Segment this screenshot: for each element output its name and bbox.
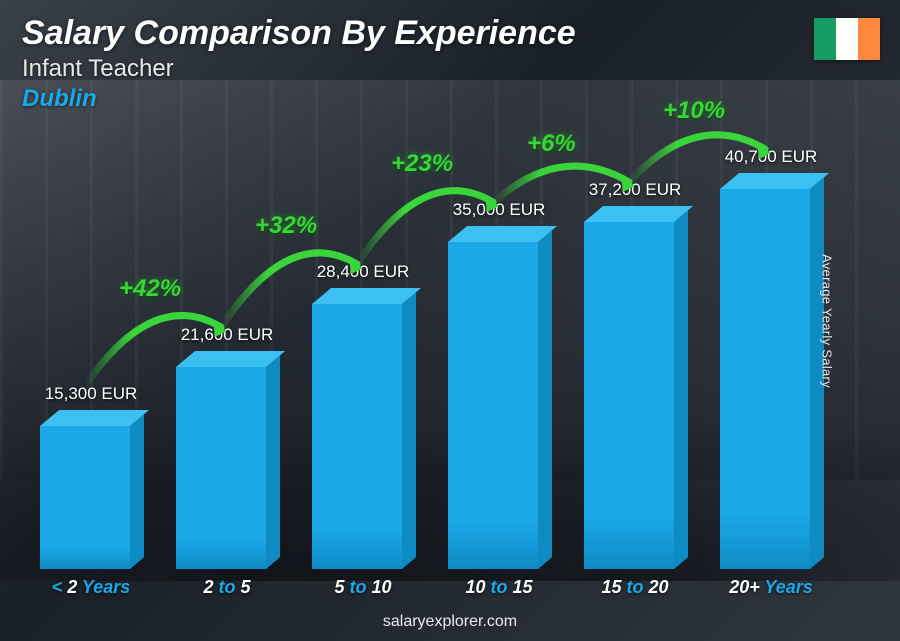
x-axis-label: 2 to 5 bbox=[162, 577, 292, 598]
x-axis-label: < 2 Years bbox=[26, 577, 156, 598]
y-axis-label: Average Yearly Salary bbox=[820, 254, 835, 388]
x-axis-label: 10 to 15 bbox=[434, 577, 564, 598]
x-axis: < 2 Years2 to 55 to 1010 to 1515 to 2020… bbox=[30, 571, 850, 605]
footer-credit: salaryexplorer.com bbox=[0, 613, 900, 631]
x-axis-label: 5 to 10 bbox=[298, 577, 428, 598]
flag-stripe bbox=[836, 18, 858, 60]
chart-subtitle: Infant Teacher bbox=[22, 55, 576, 83]
x-axis-label: 20+ Years bbox=[706, 577, 836, 598]
country-flag-ireland bbox=[814, 18, 880, 60]
growth-pct-label: +23% bbox=[391, 150, 453, 178]
bar-chart: 15,300 EUR21,600 EUR+42%28,400 EUR+32%35… bbox=[30, 129, 850, 569]
growth-pct-label: +32% bbox=[255, 212, 317, 240]
growth-pct-label: +6% bbox=[527, 130, 576, 158]
chart-title: Salary Comparison By Experience bbox=[22, 14, 576, 53]
header: Salary Comparison By Experience Infant T… bbox=[22, 14, 576, 113]
growth-arc bbox=[609, 89, 785, 569]
chart-location: Dublin bbox=[22, 85, 576, 113]
x-axis-label: 15 to 20 bbox=[570, 577, 700, 598]
growth-pct-label: +10% bbox=[663, 97, 725, 125]
growth-pct-label: +42% bbox=[119, 275, 181, 303]
flag-stripe bbox=[858, 18, 880, 60]
flag-stripe bbox=[814, 18, 836, 60]
